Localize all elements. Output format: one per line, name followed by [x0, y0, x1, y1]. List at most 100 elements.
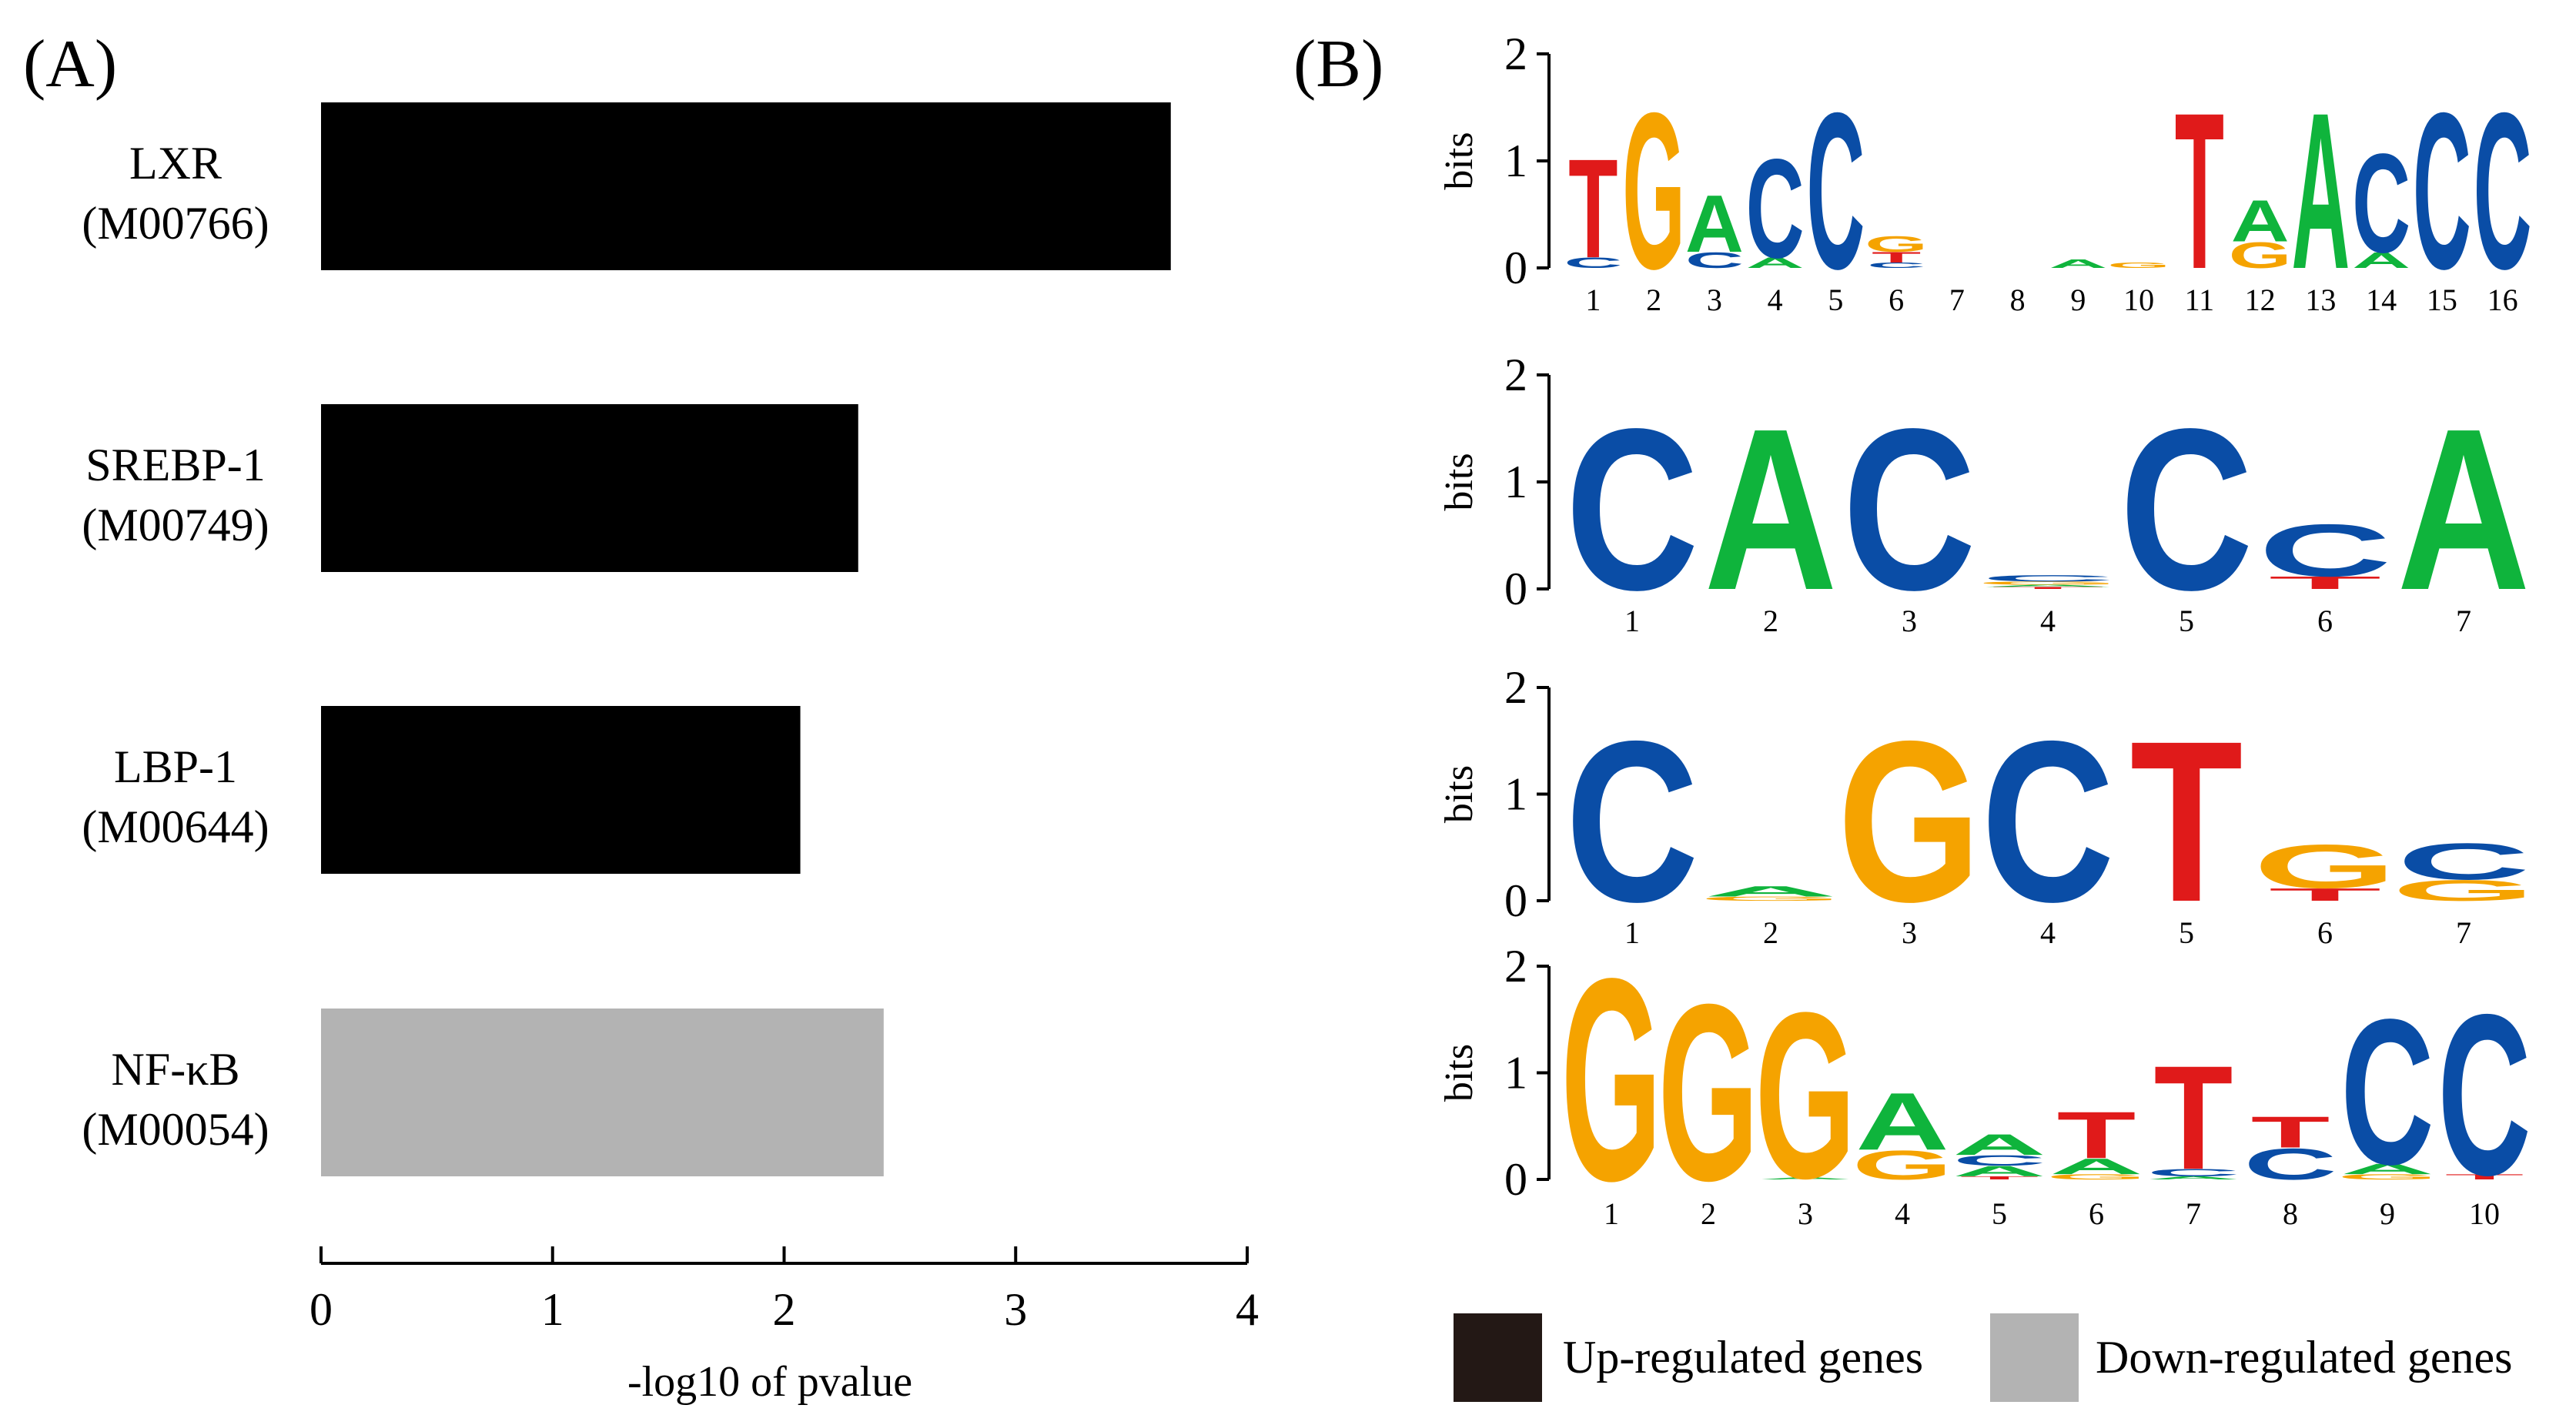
logo-letter-g: G — [1865, 232, 1928, 256]
bar — [321, 1009, 884, 1176]
logo-letter-a: A — [1855, 1076, 1949, 1167]
logo-letter-c: C — [1981, 694, 2114, 950]
logo-letter-c: C — [1565, 694, 1698, 950]
position-label: 5 — [2179, 915, 2194, 950]
legend-label-up: Up-regulated genes — [1563, 1332, 1923, 1383]
position-label: 14 — [2366, 283, 2397, 317]
position-label: 6 — [2089, 1196, 2104, 1231]
logo-letter-t: T — [2445, 1172, 2524, 1181]
logo-letter-t: T — [2251, 1107, 2330, 1157]
panel-b-label: (B) — [1293, 27, 1383, 102]
logo-letter-c: C — [1981, 574, 2114, 584]
legend-swatch-up — [1454, 1313, 1542, 1402]
position-label: 8 — [2010, 283, 2026, 317]
logo-letter-a: A — [1746, 255, 1805, 271]
position-label: 1 — [1604, 1196, 1619, 1231]
logo-letter-a: A — [2146, 1176, 2240, 1180]
y-tick-label: 2 — [1504, 941, 1527, 992]
x-tick-label: 1 — [541, 1284, 564, 1335]
logo-letter-c: C — [1867, 261, 1925, 269]
logo-letter-t: T — [2154, 1036, 2233, 1201]
logo-letter-c: C — [1564, 255, 1622, 271]
logo-letter-c: C — [1685, 248, 1744, 273]
logo-letter-c: C — [2119, 381, 2253, 638]
logo-letter-g: G — [2337, 1172, 2438, 1181]
y-axis-title: bits — [1437, 765, 1481, 823]
y-tick-label: 2 — [1504, 28, 1527, 79]
position-label: 3 — [1707, 283, 1722, 317]
position-label: 6 — [2317, 915, 2333, 950]
position-label: 2 — [1646, 283, 1661, 317]
logo-letter-a: A — [1685, 179, 1744, 270]
bar-id-label: (M00766) — [82, 198, 269, 249]
logo-letter-c: C — [2474, 67, 2532, 316]
y-tick-label: 1 — [1504, 1048, 1527, 1099]
logo-letter-c: C — [1806, 67, 1865, 316]
position-label: 9 — [2070, 283, 2086, 317]
logo-letter-g: G — [1622, 67, 1685, 316]
logo-letter-g: G — [1838, 694, 1982, 950]
logo-letter-g: G — [1658, 953, 1759, 1234]
y-tick-label: 0 — [1504, 875, 1527, 926]
bar-label: LBP-1 — [114, 741, 237, 792]
position-label: 7 — [2456, 604, 2471, 638]
position-label: 6 — [1889, 283, 1904, 317]
logo-letter-a: A — [1981, 584, 2114, 587]
position-label: 3 — [1902, 915, 1917, 950]
logo-letter-a: A — [2397, 381, 2530, 638]
logo-letter-a: A — [2352, 248, 2410, 273]
position-label: 6 — [2317, 604, 2333, 638]
logo-letter-g: G — [2229, 235, 2292, 276]
position-label: 9 — [2380, 1196, 2395, 1231]
x-tick-label: 4 — [1236, 1284, 1259, 1335]
position-label: 13 — [2305, 283, 2336, 317]
position-label: 3 — [1798, 1196, 1813, 1231]
y-tick-label: 1 — [1504, 457, 1527, 507]
y-axis-title: bits — [1437, 132, 1481, 189]
logo-letter-t: T — [2175, 67, 2224, 316]
bar — [321, 102, 1171, 270]
position-label: 4 — [2040, 915, 2056, 950]
logo-letter-g: G — [2107, 261, 2170, 269]
logo-letter-g: G — [1976, 580, 2120, 585]
x-tick-label: 2 — [773, 1284, 796, 1335]
position-label: 10 — [2469, 1196, 2500, 1231]
position-label: 7 — [1949, 283, 1965, 317]
position-label: 7 — [2456, 915, 2471, 950]
logo-letter-c: C — [2258, 509, 2391, 592]
logo-letter-c: C — [2146, 1167, 2240, 1179]
position-label: 15 — [2427, 283, 2457, 317]
position-label: 4 — [2040, 604, 2056, 638]
logo-letter-a: A — [1704, 381, 1837, 638]
y-tick-label: 1 — [1504, 769, 1527, 820]
position-label: 12 — [2245, 283, 2276, 317]
logo-letter-a: A — [2049, 257, 2107, 270]
position-label: 10 — [2123, 283, 2154, 317]
legend-label-down: Down-regulated genes — [2096, 1332, 2512, 1383]
logo-letter-t: T — [1872, 249, 1921, 266]
logo-letter-c: C — [2352, 124, 2410, 282]
logo-letter-a: A — [1758, 1177, 1852, 1180]
logo-letter-c: C — [1842, 381, 1975, 638]
bar — [321, 404, 858, 572]
logo-letter-a: A — [2231, 188, 2290, 254]
logo-letter-c: C — [1952, 1152, 2046, 1169]
position-label: 3 — [1902, 604, 1917, 638]
position-label: 16 — [2487, 283, 2518, 317]
logo-letter-a: A — [2340, 1161, 2434, 1177]
panel-a-label: (A) — [23, 27, 117, 102]
bar-label: SREBP-1 — [85, 440, 265, 490]
logo-letter-a: A — [2291, 67, 2350, 316]
bar-id-label: (M00054) — [82, 1104, 269, 1155]
bar — [321, 706, 801, 874]
logo-letter-c: C — [1746, 129, 1805, 287]
logo-letter-t: T — [2130, 694, 2243, 950]
position-label: 1 — [1624, 915, 1640, 950]
logo-letter-a: A — [1952, 1128, 2046, 1161]
y-tick-label: 2 — [1504, 662, 1527, 713]
position-label: 5 — [1828, 283, 1843, 317]
